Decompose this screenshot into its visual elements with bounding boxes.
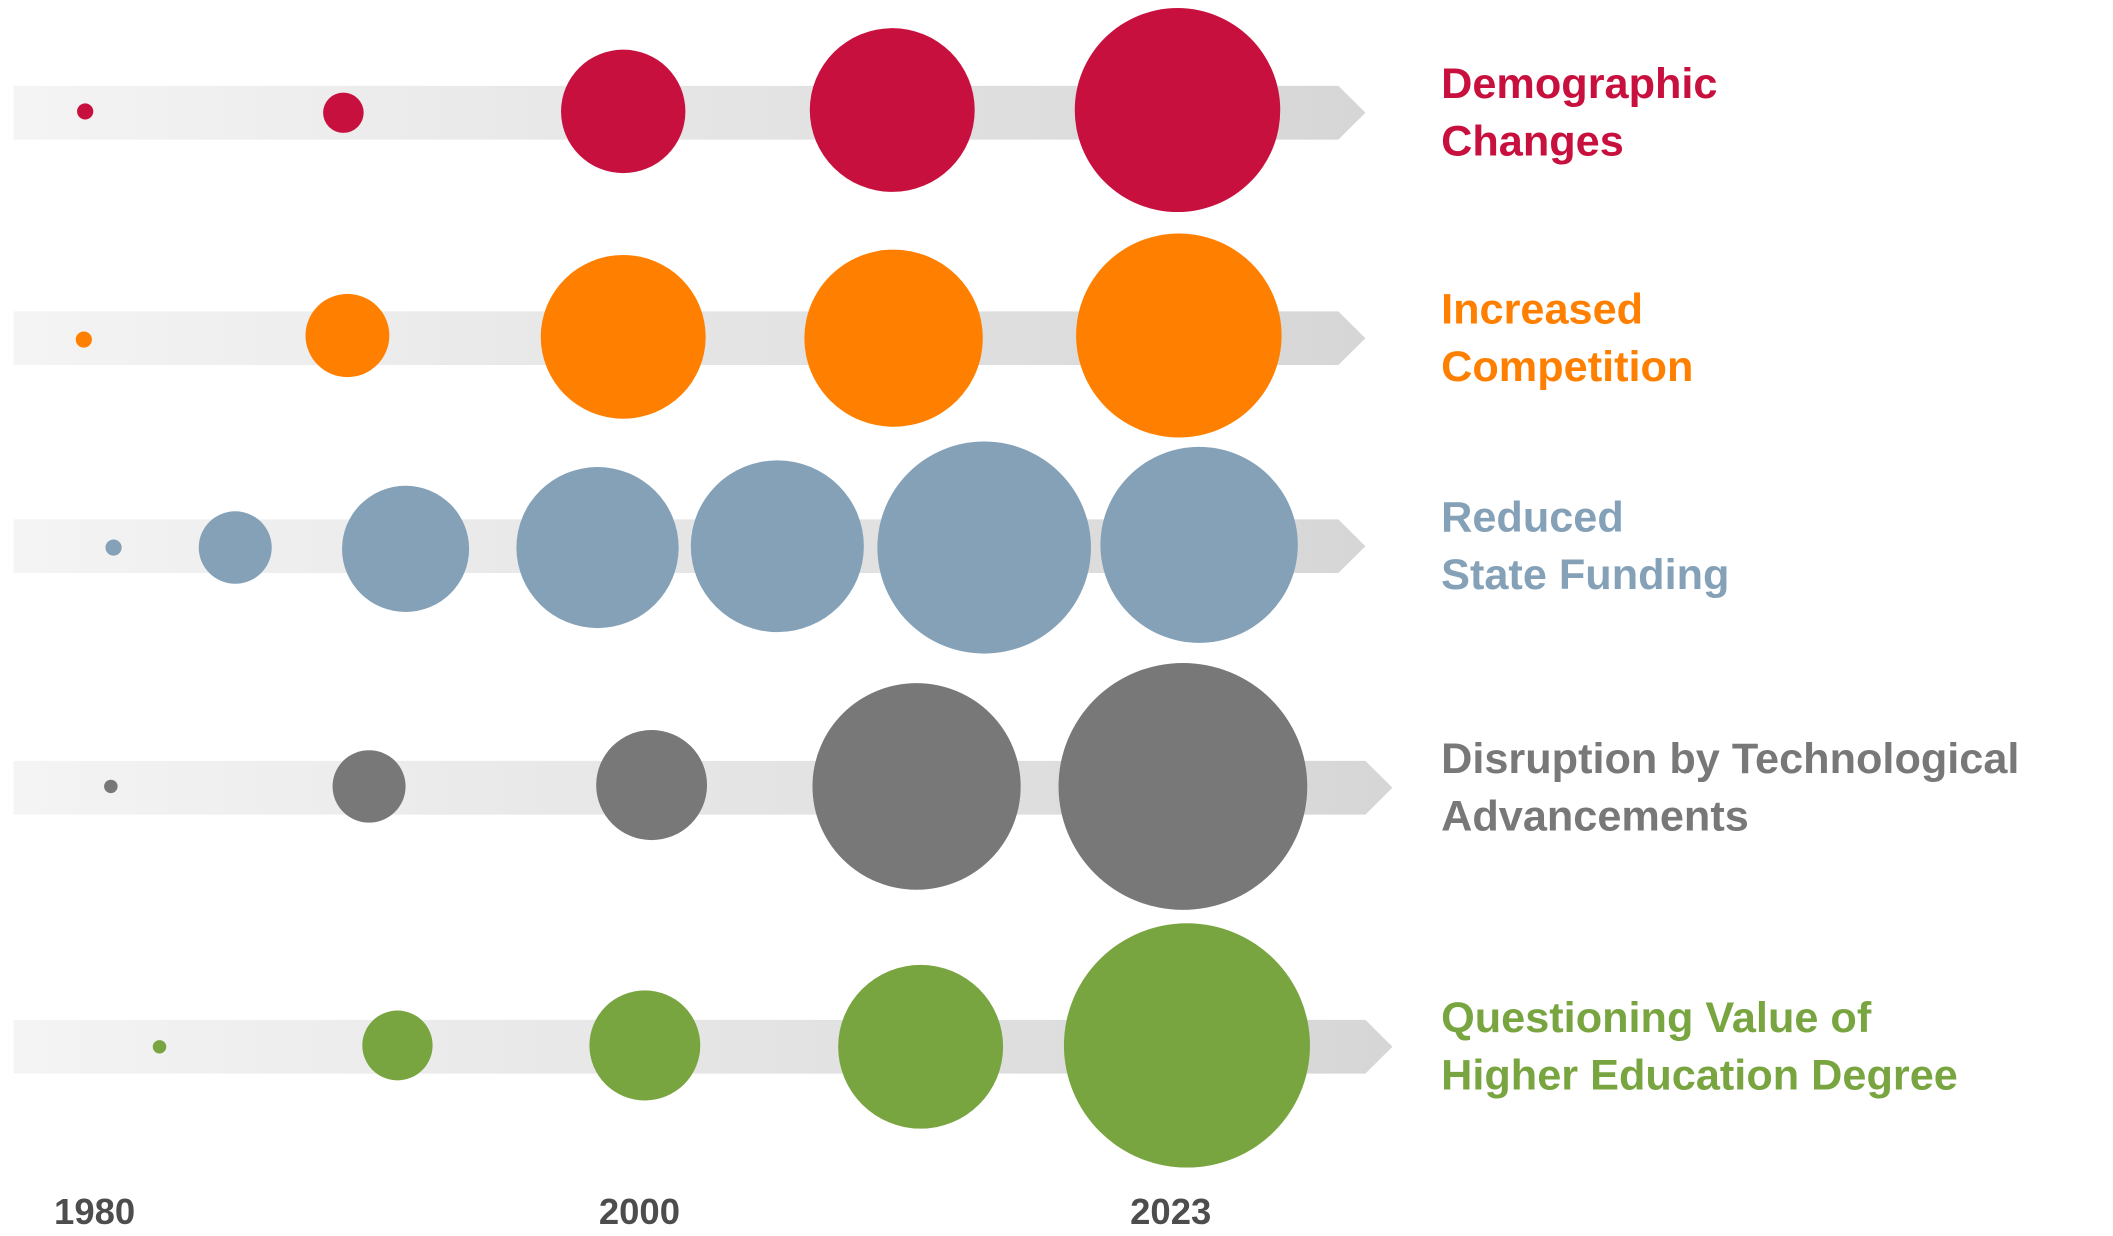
year-label: 1980: [54, 1191, 135, 1232]
bubble: [323, 92, 364, 133]
bubble: [589, 990, 701, 1101]
row-label: Higher Education Degree: [1441, 1052, 1958, 1100]
bubble: [804, 249, 983, 427]
row-label: Increased: [1441, 286, 1643, 334]
bubble: [1076, 233, 1282, 438]
row-label: Disruption by Technological: [1441, 735, 2019, 783]
bubble: [1100, 446, 1298, 643]
bubble: [690, 460, 864, 633]
row-label: Changes: [1441, 118, 1624, 166]
bubble: [152, 1040, 167, 1054]
row-label: State Funding: [1441, 551, 1729, 599]
bubble: [596, 730, 708, 841]
bubble: [104, 779, 118, 794]
row-label: Demographic: [1441, 60, 1717, 108]
bubble: [75, 331, 92, 348]
bubble: [540, 254, 706, 419]
bubble: [105, 539, 122, 556]
bubble: [561, 49, 686, 174]
year-label: 2023: [1130, 1191, 1211, 1232]
bubble: [1058, 662, 1308, 910]
bubble: [362, 1010, 433, 1081]
bubble: [838, 964, 1004, 1129]
bubble: [516, 467, 679, 629]
bubble: [342, 485, 470, 612]
timeline-arrow: [13, 1019, 1393, 1074]
bubble: [1063, 923, 1310, 1168]
bubble: [809, 28, 975, 192]
row-label: Advancements: [1441, 793, 1749, 841]
bubble: [77, 103, 94, 120]
row-label: Questioning Value of: [1441, 994, 1872, 1042]
bubble: [877, 441, 1091, 654]
bubble: [812, 683, 1021, 890]
bubble: [198, 511, 272, 584]
row-label: Reduced: [1441, 494, 1624, 542]
year-label: 2000: [599, 1191, 680, 1232]
bubble: [1074, 8, 1281, 213]
bubble: [305, 293, 390, 378]
bubble: [332, 750, 406, 823]
row-label: Competition: [1441, 343, 1693, 391]
